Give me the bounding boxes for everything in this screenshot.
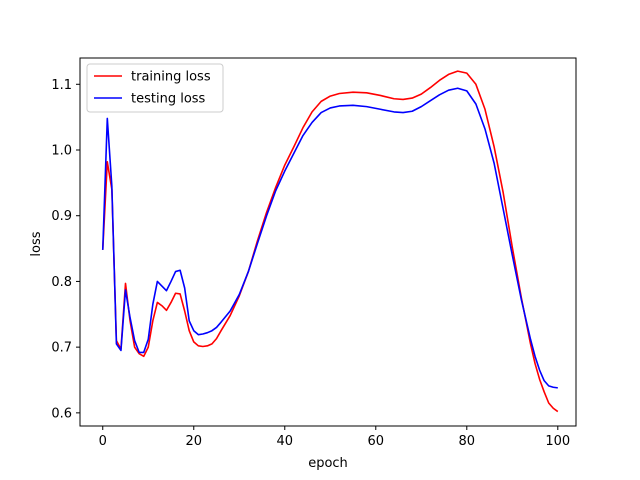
legend-label-1: testing loss [131, 92, 206, 107]
legend-label-0: training loss [131, 70, 211, 85]
y-tick-label: 0.9 [51, 209, 72, 224]
axes-frame [79, 57, 577, 427]
series-line-0 [101, 70, 559, 413]
y-tick-label: 1.0 [51, 144, 72, 159]
plot-area [101, 70, 559, 413]
x-tick-label: 100 [545, 434, 570, 449]
x-tick-label: 0 [99, 434, 107, 449]
x-axis-label: epoch [308, 456, 348, 471]
y-tick-label: 0.8 [51, 275, 72, 290]
y-axis-label: loss [29, 231, 44, 256]
series-line-1 [101, 87, 558, 389]
x-tick-label: 20 [185, 434, 202, 449]
axes: 0 20 40 60 80 100 0.6 0.7 0.8 0.9 1.0 1.1 [51, 57, 577, 449]
y-tick-label: 0.6 [51, 406, 72, 421]
legend: training loss testing loss [86, 63, 224, 113]
x-tick-label: 40 [276, 434, 293, 449]
x-tick-label: 80 [459, 434, 476, 449]
y-tick-label: 0.7 [51, 341, 72, 356]
x-tick-label: 60 [368, 434, 385, 449]
y-tick-label: 1.1 [51, 78, 72, 93]
